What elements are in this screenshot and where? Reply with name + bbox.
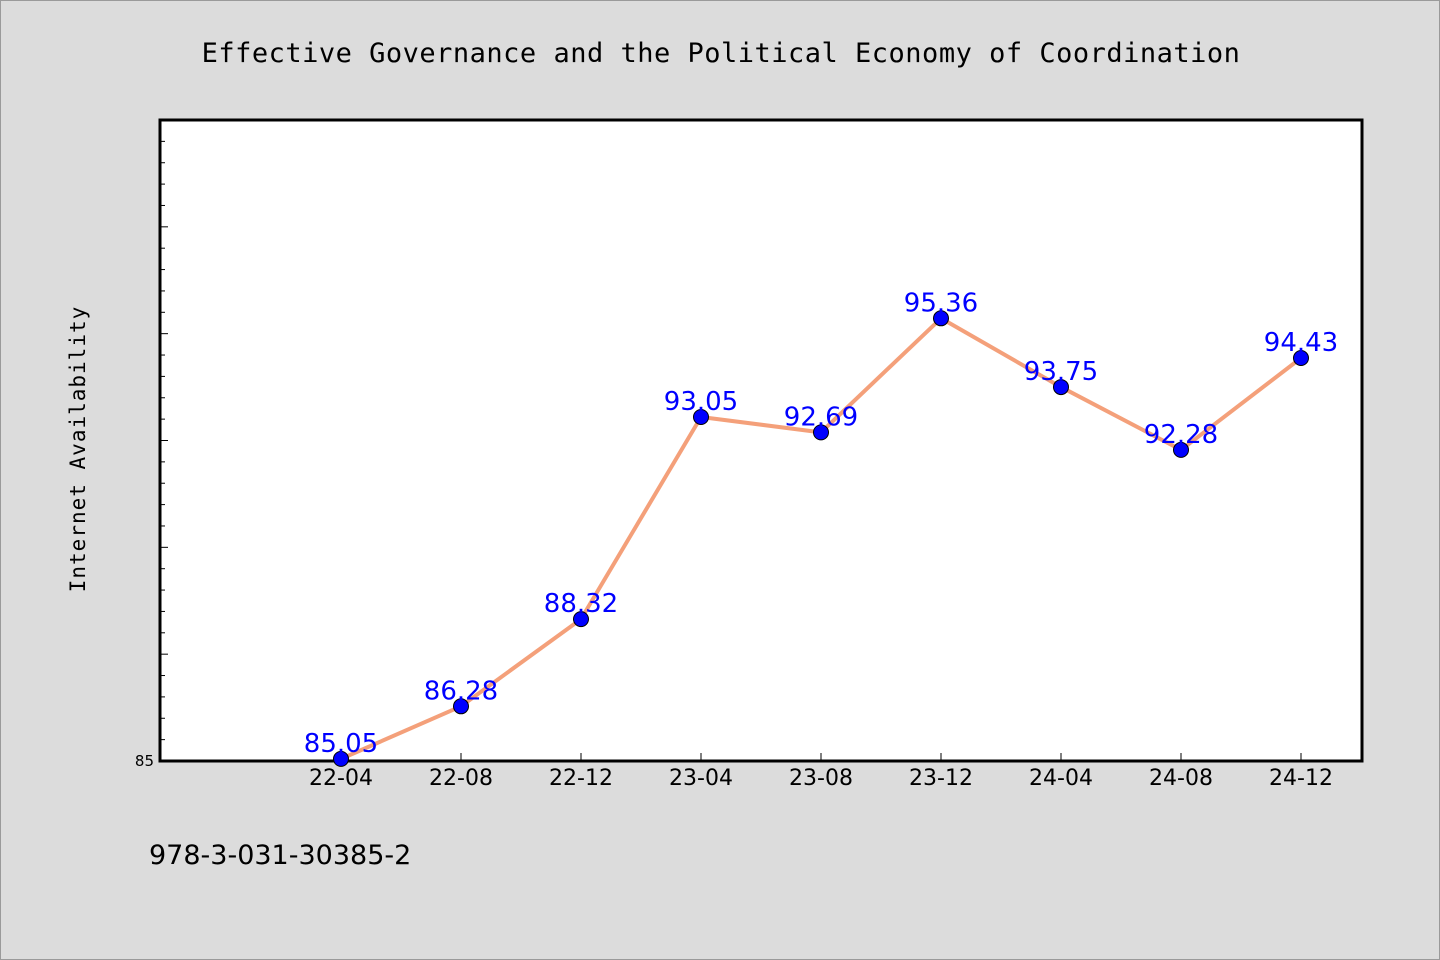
data-point (1173, 441, 1189, 458)
data-label: 95.36 (904, 288, 978, 318)
data-label: 93.05 (664, 387, 738, 417)
y-axis-ticks: 85 (135, 140, 168, 770)
y-tick-label: 85 (135, 752, 154, 770)
data-label: 92.28 (1144, 420, 1218, 450)
data-point (933, 310, 949, 327)
x-tick-label: 22-12 (549, 766, 613, 791)
x-axis-ticks: 22-04 22-08 22-12 23-04 23-08 23-12 24-04 24-08… (309, 753, 1333, 791)
x-tick-label: 24-12 (1269, 766, 1333, 791)
x-tick-label: 23-08 (789, 766, 853, 791)
data-point (1293, 350, 1309, 367)
data-point (333, 750, 349, 767)
data-label: 88.32 (544, 589, 618, 619)
data-point (573, 611, 589, 628)
data-point (813, 424, 829, 441)
data-point (693, 408, 709, 425)
chart-title: Effective Governance and the Political E… (202, 38, 1241, 69)
data-labels-group: 85.05 86.28 88.32 93.05 92.69 95.36 93.75 92.28… (304, 288, 1338, 759)
data-label: 86.28 (424, 676, 498, 706)
x-tick-label: 23-12 (909, 766, 973, 791)
isbn-footer: 978-3-031-30385-2 (149, 840, 411, 871)
x-tick-label: 22-08 (429, 766, 493, 791)
series-points-group (333, 310, 1309, 767)
data-label: 94.43 (1264, 328, 1338, 358)
x-tick-label: 23-04 (669, 766, 733, 791)
x-tick-label: 22-04 (309, 766, 373, 791)
data-label: 85.05 (304, 729, 378, 759)
x-tick-label: 24-04 (1029, 766, 1093, 791)
data-label: 93.75 (1024, 357, 1098, 387)
data-label: 92.69 (784, 402, 858, 432)
y-axis-label: Internet Availability (66, 306, 90, 593)
data-point (453, 698, 469, 715)
data-point (1053, 379, 1069, 396)
x-tick-label: 24-08 (1149, 766, 1213, 791)
